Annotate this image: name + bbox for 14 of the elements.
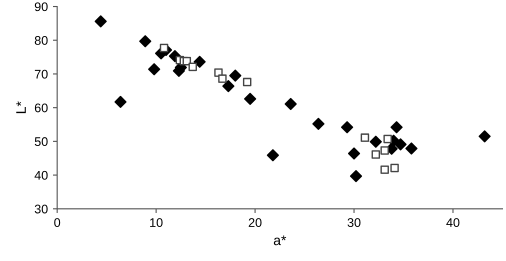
x-tick-label: 30 bbox=[348, 218, 360, 228]
y-tick-label: 40 bbox=[34, 170, 48, 180]
x-tick-label: 20 bbox=[248, 218, 262, 228]
x-tick-label: 40 bbox=[446, 218, 460, 228]
y-tick-label: 60 bbox=[34, 103, 48, 112]
y-tick-label: 70 bbox=[34, 70, 48, 79]
y-axis-title: L* bbox=[16, 101, 26, 114]
y-tick-label: 50 bbox=[34, 137, 48, 146]
x-tick-label: 10 bbox=[150, 218, 163, 228]
x-tick-label: 0 bbox=[54, 218, 60, 228]
y-tick-label: 80 bbox=[34, 36, 48, 45]
y-tick-label: 30 bbox=[34, 204, 48, 214]
x-axis-title: a* bbox=[274, 236, 286, 246]
y-tick-label: 90 bbox=[34, 2, 48, 12]
